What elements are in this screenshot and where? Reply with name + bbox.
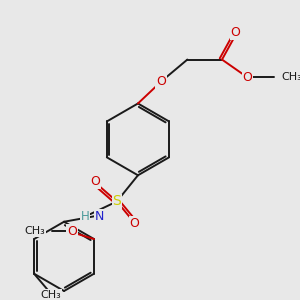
Text: O: O <box>156 75 166 88</box>
Text: S: S <box>112 194 121 208</box>
Text: O: O <box>231 26 241 39</box>
Text: CH₃: CH₃ <box>40 290 61 300</box>
Text: N: N <box>94 210 104 223</box>
Text: O: O <box>242 71 252 84</box>
Text: O: O <box>67 225 77 238</box>
Text: CH₃: CH₃ <box>25 226 46 236</box>
Text: CH₃: CH₃ <box>281 72 300 82</box>
Text: O: O <box>90 175 100 188</box>
Text: O: O <box>130 217 140 230</box>
Text: H: H <box>81 210 89 223</box>
